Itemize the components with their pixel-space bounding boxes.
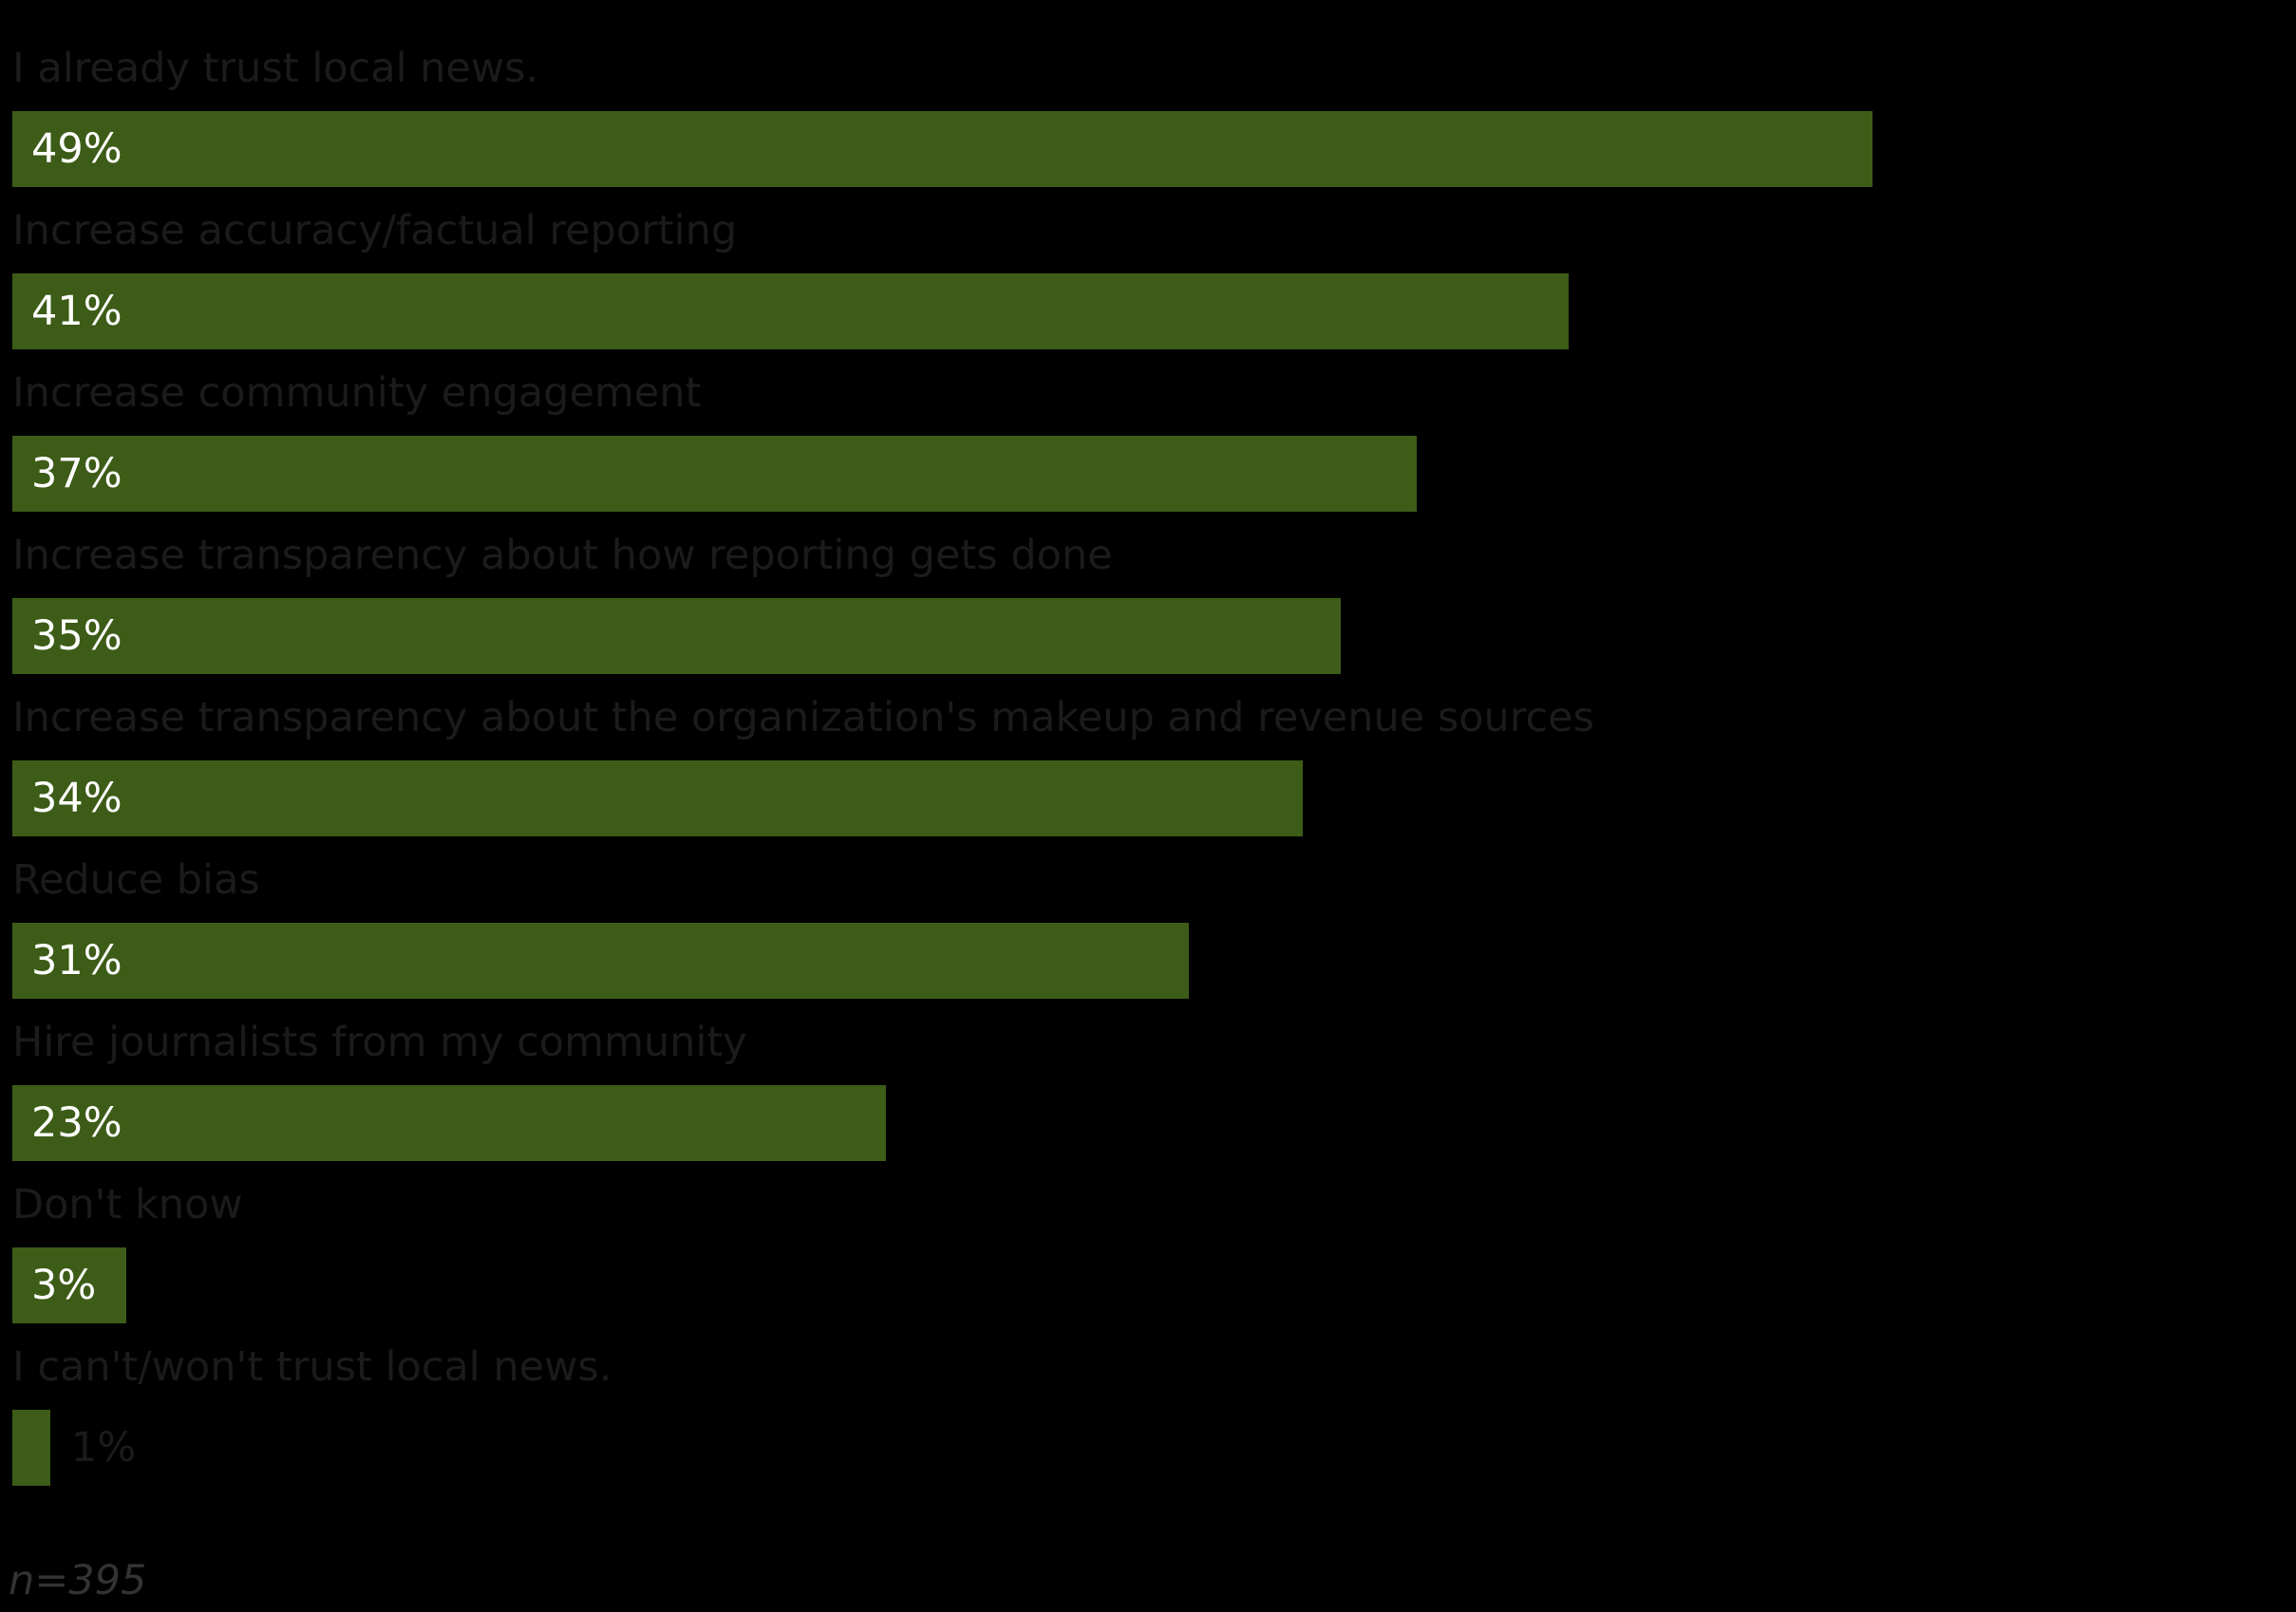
value-label: 35%	[31, 612, 122, 660]
bar	[12, 760, 1303, 836]
category-label: Increase transparency about the organiza…	[12, 694, 1595, 741]
bar	[12, 923, 1189, 999]
value-label: 34%	[31, 775, 122, 822]
value-label: 31%	[31, 937, 122, 984]
category-label: Increase accuracy/factual reporting	[12, 207, 738, 254]
bar	[12, 1085, 886, 1161]
category-label: Don't know	[12, 1181, 243, 1228]
category-label: Reduce bias	[12, 856, 260, 904]
value-label: 3%	[31, 1262, 97, 1309]
bar	[12, 273, 1569, 349]
category-label: Increase transparency about how reportin…	[12, 532, 1113, 579]
sample-size-note: n=395	[9, 1557, 147, 1604]
bar	[12, 436, 1417, 512]
category-label: I can't/won't trust local news.	[12, 1343, 612, 1391]
value-label: 37%	[31, 450, 122, 497]
category-label: Increase community engagement	[12, 369, 702, 417]
bar	[12, 1247, 126, 1323]
bar	[12, 1410, 50, 1486]
value-label: 1%	[71, 1424, 137, 1471]
value-label: 41%	[31, 288, 122, 335]
bar	[12, 598, 1341, 674]
category-label: Hire journalists from my community	[12, 1019, 747, 1066]
value-label: 49%	[31, 125, 122, 173]
category-label: I already trust local news.	[12, 45, 539, 92]
value-label: 23%	[31, 1099, 122, 1147]
bar	[12, 111, 1873, 187]
